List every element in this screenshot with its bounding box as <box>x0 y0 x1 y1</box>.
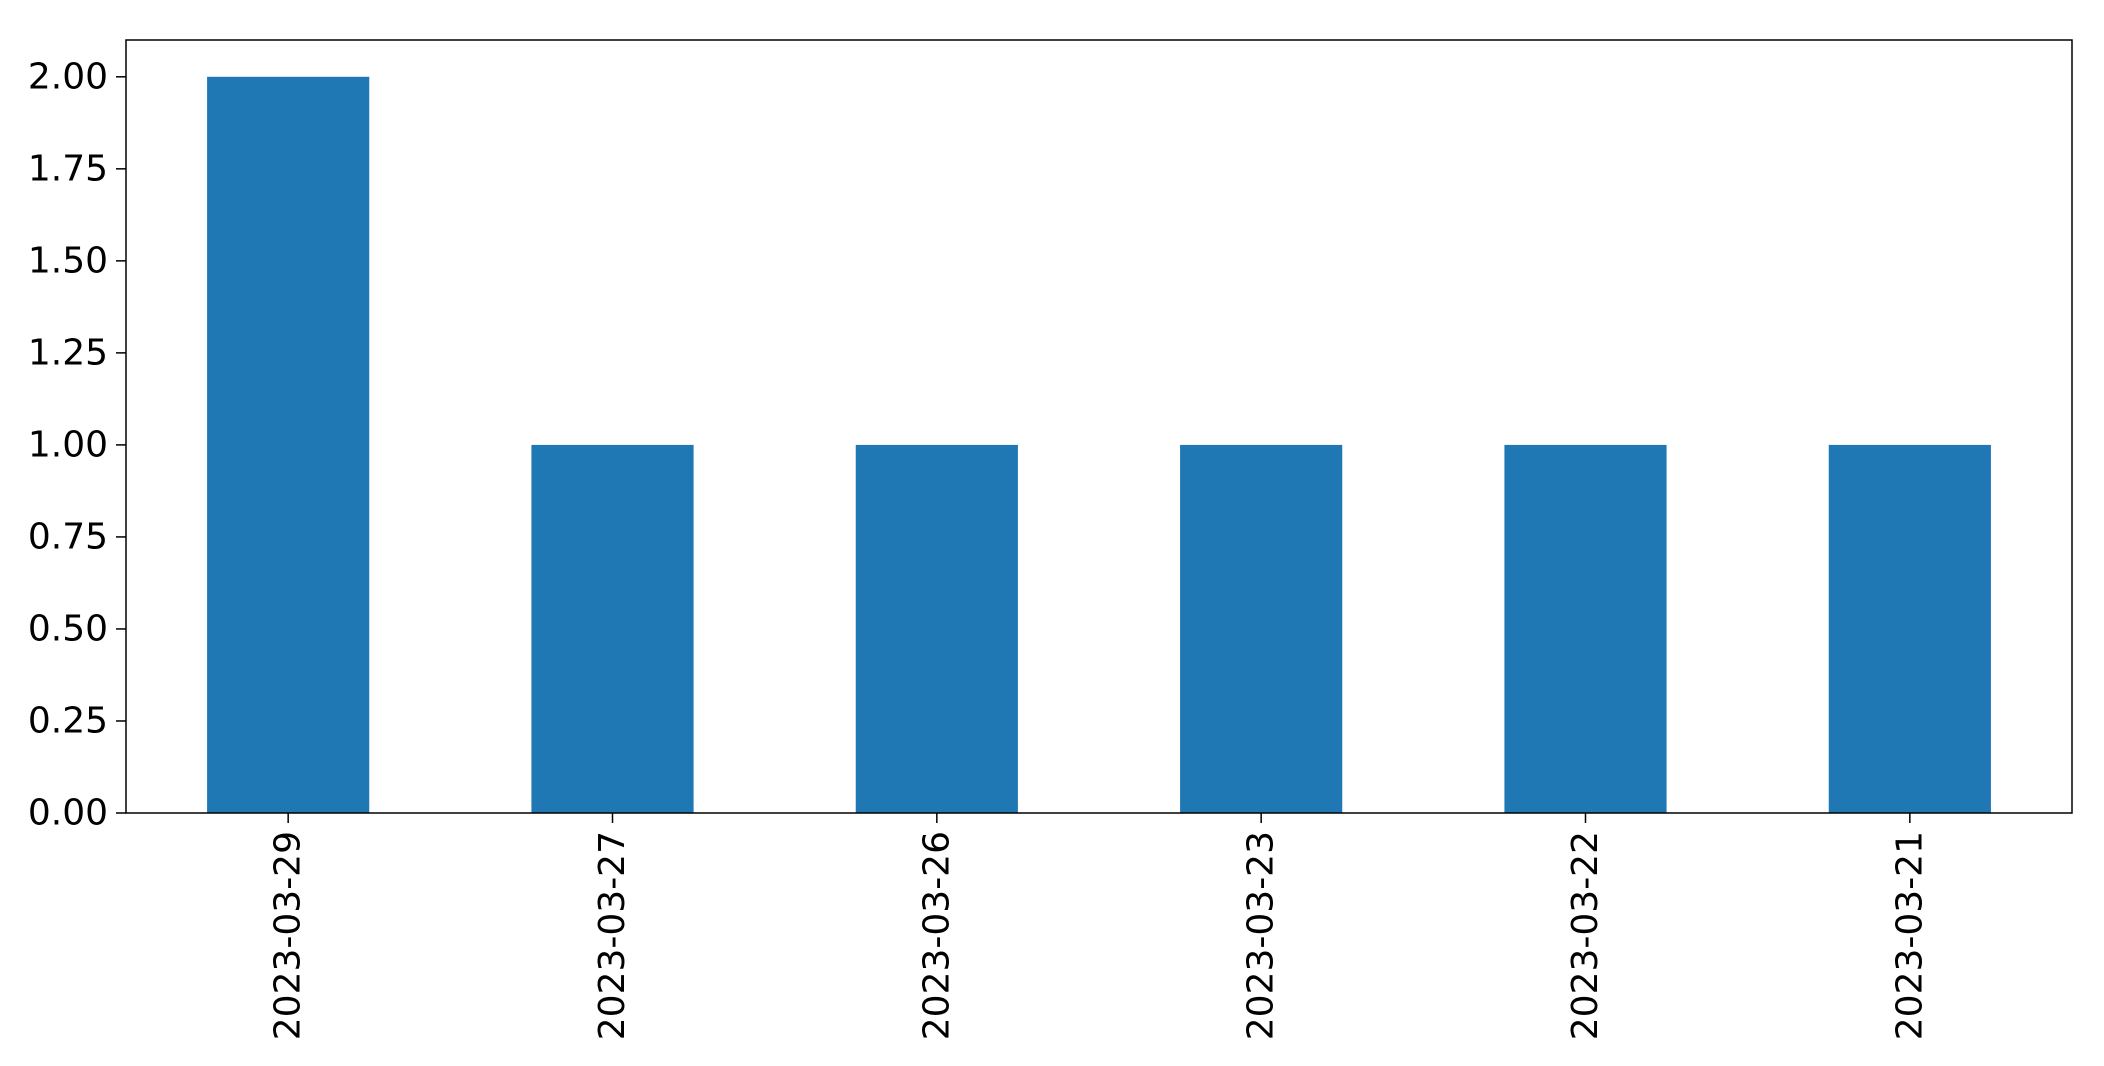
y-tick-label: 0.25 <box>28 700 108 741</box>
x-tick-label: 2023-03-21 <box>1889 831 1930 1040</box>
x-tick-label: 2023-03-22 <box>1565 831 1606 1040</box>
y-tick-label: 0.00 <box>28 793 108 834</box>
bar-2023-03-26 <box>855 444 1018 813</box>
y-tick-label: 0.75 <box>28 516 108 557</box>
bar-2023-03-22 <box>1504 444 1667 813</box>
y-tick-label: 2.00 <box>28 56 108 97</box>
x-tick-label: 2023-03-23 <box>1241 831 1282 1040</box>
y-tick-label: 1.75 <box>28 148 108 189</box>
bar-2023-03-21 <box>1828 444 1991 813</box>
bar-2023-03-23 <box>1180 444 1343 813</box>
y-tick-label: 1.00 <box>28 424 108 465</box>
x-tick-label: 2023-03-29 <box>268 831 309 1040</box>
bar-2023-03-29 <box>207 76 370 814</box>
y-tick-label: 0.50 <box>28 608 108 649</box>
y-axis: 0.00 0.25 0.50 0.75 1.00 1.25 1.50 1.75 2.00 <box>28 56 126 834</box>
x-axis: 2023-03-29 2023-03-27 2023-03-26 2023-03-23… <box>268 813 1930 1040</box>
x-tick-label: 2023-03-27 <box>592 831 633 1040</box>
bars-group <box>207 76 1991 814</box>
plot-frame <box>125 39 2073 814</box>
bar-2023-03-27 <box>531 444 694 813</box>
y-tick-label: 1.25 <box>28 332 108 373</box>
y-tick-label: 1.50 <box>28 240 108 281</box>
x-tick-label: 2023-03-26 <box>916 831 957 1040</box>
